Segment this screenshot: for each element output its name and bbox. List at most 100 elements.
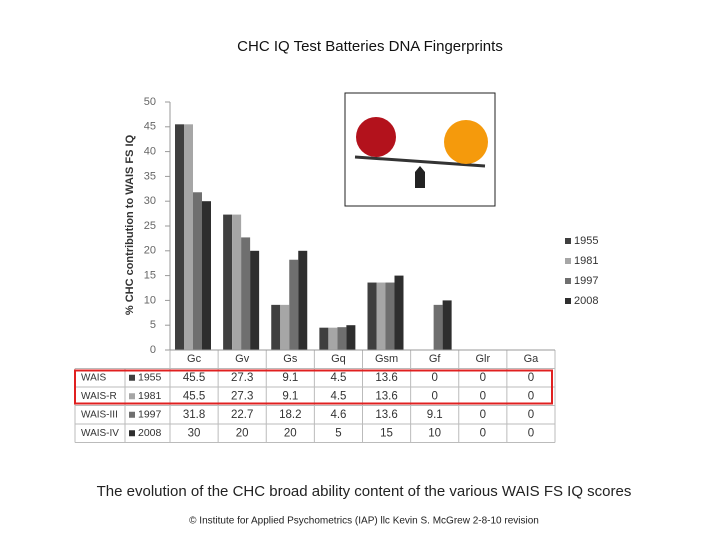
bar: [175, 124, 184, 350]
row-key: [129, 393, 135, 400]
table-value: 30: [188, 427, 201, 439]
bar: [223, 214, 233, 350]
bar: [193, 192, 202, 350]
bar: [289, 259, 299, 350]
legend-label: 1981: [574, 255, 598, 267]
table-value: 0: [528, 409, 534, 421]
credit: © Institute for Applied Psychometrics (I…: [189, 516, 539, 527]
highlight-box: [74, 369, 553, 405]
scale-image: [344, 92, 496, 207]
apple: [356, 117, 396, 157]
table-value: 27.3: [231, 372, 253, 384]
row-year: 1981: [138, 390, 162, 402]
table-value: 0: [480, 390, 486, 402]
table-value: 18.2: [279, 409, 301, 421]
y-axis-label: % CHC contribution to WAIS FS IQ: [124, 134, 136, 315]
y-tick-label: 30: [144, 195, 156, 207]
bar: [271, 304, 281, 350]
table-value: 13.6: [375, 390, 397, 402]
row-label: WAIS-R: [81, 391, 117, 402]
row-year: 1955: [138, 372, 162, 384]
table-value: 4.5: [330, 372, 346, 384]
bar: [232, 214, 242, 350]
table-value: 45.5: [183, 372, 205, 384]
bar: [298, 250, 308, 350]
slide-title: CHC IQ Test Batteries DNA Fingerprints: [237, 38, 503, 55]
orange: [444, 120, 488, 164]
y-tick-label: 25: [144, 220, 156, 232]
bar: [337, 327, 347, 350]
x-tick-label: Gq: [331, 353, 346, 365]
caption: The evolution of the CHC broad ability c…: [97, 483, 632, 500]
y-tick-label: 20: [144, 245, 156, 257]
row-key: [129, 430, 135, 437]
x-tick-label: Gf: [429, 353, 442, 365]
table-value: 22.7: [231, 409, 253, 421]
table-value: 0: [528, 427, 534, 439]
table-value: 13.6: [375, 372, 397, 384]
x-tick-label: Glr: [475, 353, 490, 365]
legend-label: 1955: [574, 235, 598, 247]
table-value: 15: [380, 427, 393, 439]
table-value: 9.1: [282, 390, 298, 402]
bar: [280, 304, 290, 350]
table-value: 20: [236, 427, 249, 439]
x-tick-label: Gv: [235, 353, 250, 365]
bar: [376, 282, 386, 350]
y-tick-label: 40: [144, 146, 156, 158]
table-value: 4.5: [330, 390, 346, 402]
row-key: [129, 411, 135, 418]
table-value: 10: [428, 427, 441, 439]
table-value: 0: [480, 427, 486, 439]
y-tick-label: 10: [144, 294, 156, 306]
bar: [346, 325, 356, 350]
bar: [394, 275, 404, 350]
table-value: 4.6: [330, 409, 346, 421]
y-tick-label: 50: [144, 96, 156, 108]
row-year: 1997: [138, 409, 162, 421]
scale-fulcrum: [415, 166, 425, 188]
legend-key: [565, 258, 571, 264]
bar: [433, 304, 443, 350]
y-tick-label: 35: [144, 170, 156, 182]
table-value: 31.8: [183, 409, 205, 421]
table-value: 0: [431, 390, 437, 402]
bar: [385, 282, 395, 350]
bar: [442, 300, 452, 350]
y-tick-label: 5: [150, 319, 156, 331]
table-value: 9.1: [427, 409, 443, 421]
bar: [367, 282, 377, 350]
y-tick-label: 15: [144, 270, 156, 282]
row-label: WAIS: [81, 372, 107, 383]
row-key: [129, 374, 135, 381]
bar: [241, 237, 251, 350]
x-tick-label: Gc: [187, 353, 202, 365]
row-label: WAIS-IV: [81, 428, 119, 439]
table-value: 0: [528, 372, 534, 384]
legend-key: [565, 238, 571, 244]
legend-key: [565, 298, 571, 304]
bar: [184, 124, 193, 350]
table-value: 5: [335, 427, 341, 439]
table-value: 0: [480, 372, 486, 384]
legend-label: 1997: [574, 275, 598, 287]
scale-beam: [354, 155, 486, 168]
table-value: 27.3: [231, 390, 253, 402]
row-year: 2008: [138, 427, 162, 439]
bar: [319, 327, 329, 350]
legend-label: 2008: [574, 295, 598, 307]
table-value: 45.5: [183, 390, 205, 402]
y-tick-label: 0: [150, 344, 156, 356]
table-value: 0: [431, 372, 437, 384]
table-value: 0: [480, 409, 486, 421]
bar: [250, 250, 260, 350]
row-label: WAIS-III: [81, 409, 118, 420]
y-tick-label: 45: [144, 121, 156, 133]
x-tick-label: Gs: [283, 353, 298, 365]
bar: [202, 201, 211, 350]
legend-key: [565, 278, 571, 284]
table-value: 9.1: [282, 372, 298, 384]
table-value: 13.6: [375, 409, 397, 421]
x-tick-label: Ga: [524, 353, 540, 365]
